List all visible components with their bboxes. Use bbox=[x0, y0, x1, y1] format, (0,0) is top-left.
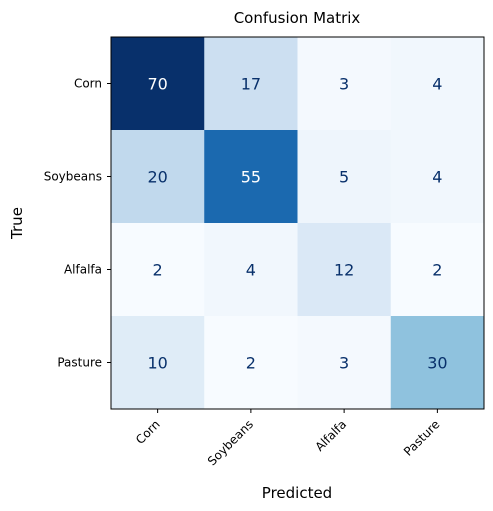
heatmap-cell bbox=[297, 223, 392, 317]
cell-value-label: 4 bbox=[432, 75, 442, 94]
heatmap-cell bbox=[204, 316, 298, 410]
y-tick-label: Corn bbox=[74, 77, 102, 91]
cell-value-label: 10 bbox=[147, 354, 167, 373]
cell-value-label: 4 bbox=[246, 261, 256, 280]
y-tick-label: Pasture bbox=[57, 356, 102, 370]
heatmap-cell bbox=[297, 37, 392, 131]
heatmap-cell bbox=[297, 130, 392, 224]
cell-value-label: 17 bbox=[241, 75, 261, 94]
heatmap-cell bbox=[111, 223, 205, 317]
heatmap-cell bbox=[204, 223, 298, 317]
heatmap-cell bbox=[390, 223, 485, 317]
x-tick-label: Pasture bbox=[401, 417, 442, 458]
heatmap-cells bbox=[111, 37, 485, 410]
chart-title: Confusion Matrix bbox=[234, 9, 361, 27]
heatmap-cell bbox=[390, 316, 485, 410]
heatmap-cell bbox=[297, 316, 392, 410]
y-axis-label: True bbox=[8, 207, 26, 240]
cell-value-label: 70 bbox=[147, 75, 167, 94]
cell-value-label: 2 bbox=[153, 261, 163, 280]
y-tick-label: Soybeans bbox=[44, 170, 102, 184]
cell-value-label: 3 bbox=[339, 354, 349, 373]
cell-value-label: 3 bbox=[339, 75, 349, 94]
heatmap-cell bbox=[111, 130, 205, 224]
x-tick-label: Alfalfa bbox=[312, 417, 349, 454]
plot-frame bbox=[110, 36, 485, 410]
cell-value-label: 2 bbox=[246, 354, 256, 373]
heatmap-cell bbox=[111, 37, 205, 131]
y-axis-ticks: Corn Soybeans Alfalfa Pasture bbox=[44, 77, 111, 370]
heatmap-cell bbox=[390, 130, 485, 224]
x-tick-label: Corn bbox=[133, 417, 163, 447]
y-tick-label: Alfalfa bbox=[64, 263, 102, 277]
cell-value-label: 4 bbox=[432, 168, 442, 187]
cell-value-label: 5 bbox=[339, 168, 349, 187]
heatmap-cell bbox=[204, 130, 298, 224]
x-axis-label: Predicted bbox=[262, 484, 332, 502]
x-tick-label: Soybeans bbox=[205, 417, 256, 468]
x-axis-ticks: Corn Soybeans Alfalfa Pasture bbox=[133, 409, 442, 468]
cell-value-label: 2 bbox=[432, 261, 442, 280]
cell-value-label: 30 bbox=[427, 354, 447, 373]
cell-value-label: 20 bbox=[147, 168, 167, 187]
cell-value-labels: 70 17 3 420 55 5 42 4 12 210 2 3 30 bbox=[147, 75, 447, 373]
heatmap-cell bbox=[111, 316, 205, 410]
heatmap-cell bbox=[390, 37, 485, 131]
cell-value-label: 55 bbox=[241, 168, 261, 187]
heatmap-cell bbox=[204, 37, 298, 131]
cell-value-label: 12 bbox=[334, 261, 354, 280]
